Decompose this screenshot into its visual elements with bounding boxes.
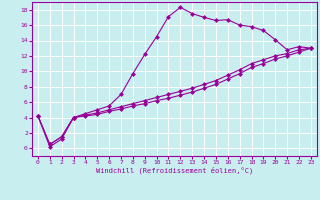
X-axis label: Windchill (Refroidissement éolien,°C): Windchill (Refroidissement éolien,°C) [96,167,253,174]
